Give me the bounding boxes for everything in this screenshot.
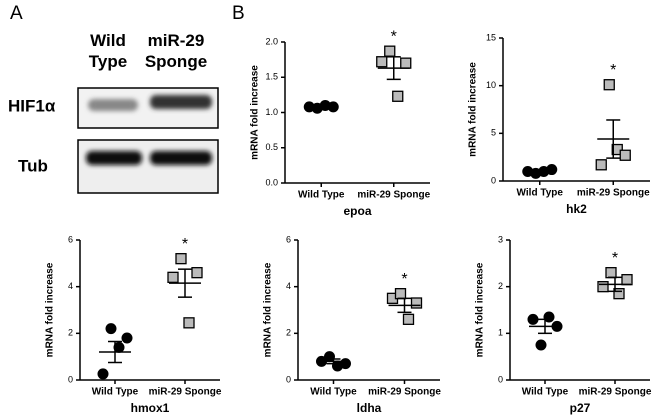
x-tick-label: miR-29 Sponge <box>357 190 430 201</box>
data-point <box>595 159 607 171</box>
y-tick-label: 15 <box>486 32 496 42</box>
chart-title: epoa <box>343 204 371 218</box>
x-tick-label: Wild Type <box>92 387 139 398</box>
data-point <box>611 143 623 156</box>
data-point <box>535 339 547 351</box>
data-point <box>400 57 412 69</box>
significance-marker: * <box>182 236 188 253</box>
data-point <box>597 281 609 293</box>
chart-title: ldha <box>357 401 382 415</box>
data-point <box>340 358 351 370</box>
chart-title: p27 <box>570 401 591 415</box>
y-tick-label: 10 <box>486 80 496 90</box>
data-point <box>376 56 388 68</box>
chart-title: hk2 <box>566 202 587 216</box>
y-tick-label: 1.5 <box>265 72 278 82</box>
data-point <box>410 297 423 309</box>
data-point <box>121 332 133 344</box>
y-axis-label: mRNA fold increase <box>263 262 274 357</box>
y-tick-label: 1.0 <box>265 107 278 117</box>
data-point <box>613 288 625 300</box>
data-point <box>183 317 195 329</box>
panel-label: B <box>232 3 245 24</box>
y-tick-label: 0 <box>498 374 503 384</box>
y-tick-label: 0.5 <box>265 142 278 152</box>
chart-title: hmox1 <box>131 401 170 415</box>
significance-marker: * <box>610 62 616 79</box>
data-point <box>394 288 407 300</box>
data-point <box>384 45 396 57</box>
data-point <box>113 341 125 353</box>
blot-column-label: Wild Type <box>89 31 127 71</box>
data-point <box>175 253 187 265</box>
y-tick-label: 0.0 <box>265 177 278 187</box>
data-point <box>605 267 617 279</box>
y-tick-label: 2.0 <box>265 36 278 46</box>
y-axis-label: mRNA fold increase <box>468 62 479 157</box>
significance-marker: * <box>401 271 407 288</box>
data-point <box>546 164 558 176</box>
y-tick-label: 0 <box>491 175 496 185</box>
y-tick-label: 6 <box>286 234 291 244</box>
blot <box>77 87 219 194</box>
data-point <box>167 271 179 283</box>
blot-row-label: HIF1α <box>8 96 56 115</box>
x-tick-label: miR-29 Sponge <box>577 188 650 199</box>
data-point <box>621 274 633 286</box>
y-tick-label: 2 <box>498 281 503 291</box>
y-tick-label: 1 <box>498 328 503 338</box>
data-point <box>392 90 404 102</box>
x-tick-label: Wild Type <box>310 387 357 398</box>
x-tick-label: Wild Type <box>522 387 569 398</box>
data-point <box>603 79 615 91</box>
y-tick-label: 6 <box>68 234 73 244</box>
y-tick-label: 4 <box>68 281 73 291</box>
y-tick-label: 0 <box>68 374 73 384</box>
y-axis-label: mRNA fold increase <box>475 262 486 357</box>
x-tick-label: Wild Type <box>517 188 564 199</box>
data-point <box>97 368 109 380</box>
data-point <box>191 267 203 279</box>
y-tick-label: 2 <box>286 328 291 338</box>
data-point <box>402 313 415 325</box>
x-tick-label: miR-29 Sponge <box>149 387 222 398</box>
blot-column-label: miR-29 Sponge <box>145 31 207 71</box>
x-tick-label: miR-29 Sponge <box>579 387 652 398</box>
data-point <box>527 313 539 325</box>
y-tick-label: 0 <box>286 374 291 384</box>
x-tick-label: Wild Type <box>298 190 345 201</box>
y-tick-label: 3 <box>498 234 503 244</box>
blot-row-label: Tub <box>18 156 48 175</box>
data-point <box>105 323 117 335</box>
y-tick-label: 2 <box>68 328 73 338</box>
y-tick-label: 4 <box>286 281 291 291</box>
panel-label: A <box>10 3 23 24</box>
x-tick-label: miR-29 Sponge <box>368 387 441 398</box>
significance-marker: * <box>391 28 397 45</box>
y-axis-label: mRNA fold increase <box>250 65 261 160</box>
data-point <box>619 149 631 161</box>
y-axis-label: mRNA fold increase <box>45 262 56 357</box>
significance-marker: * <box>612 250 618 267</box>
y-tick-label: 5 <box>491 128 496 138</box>
